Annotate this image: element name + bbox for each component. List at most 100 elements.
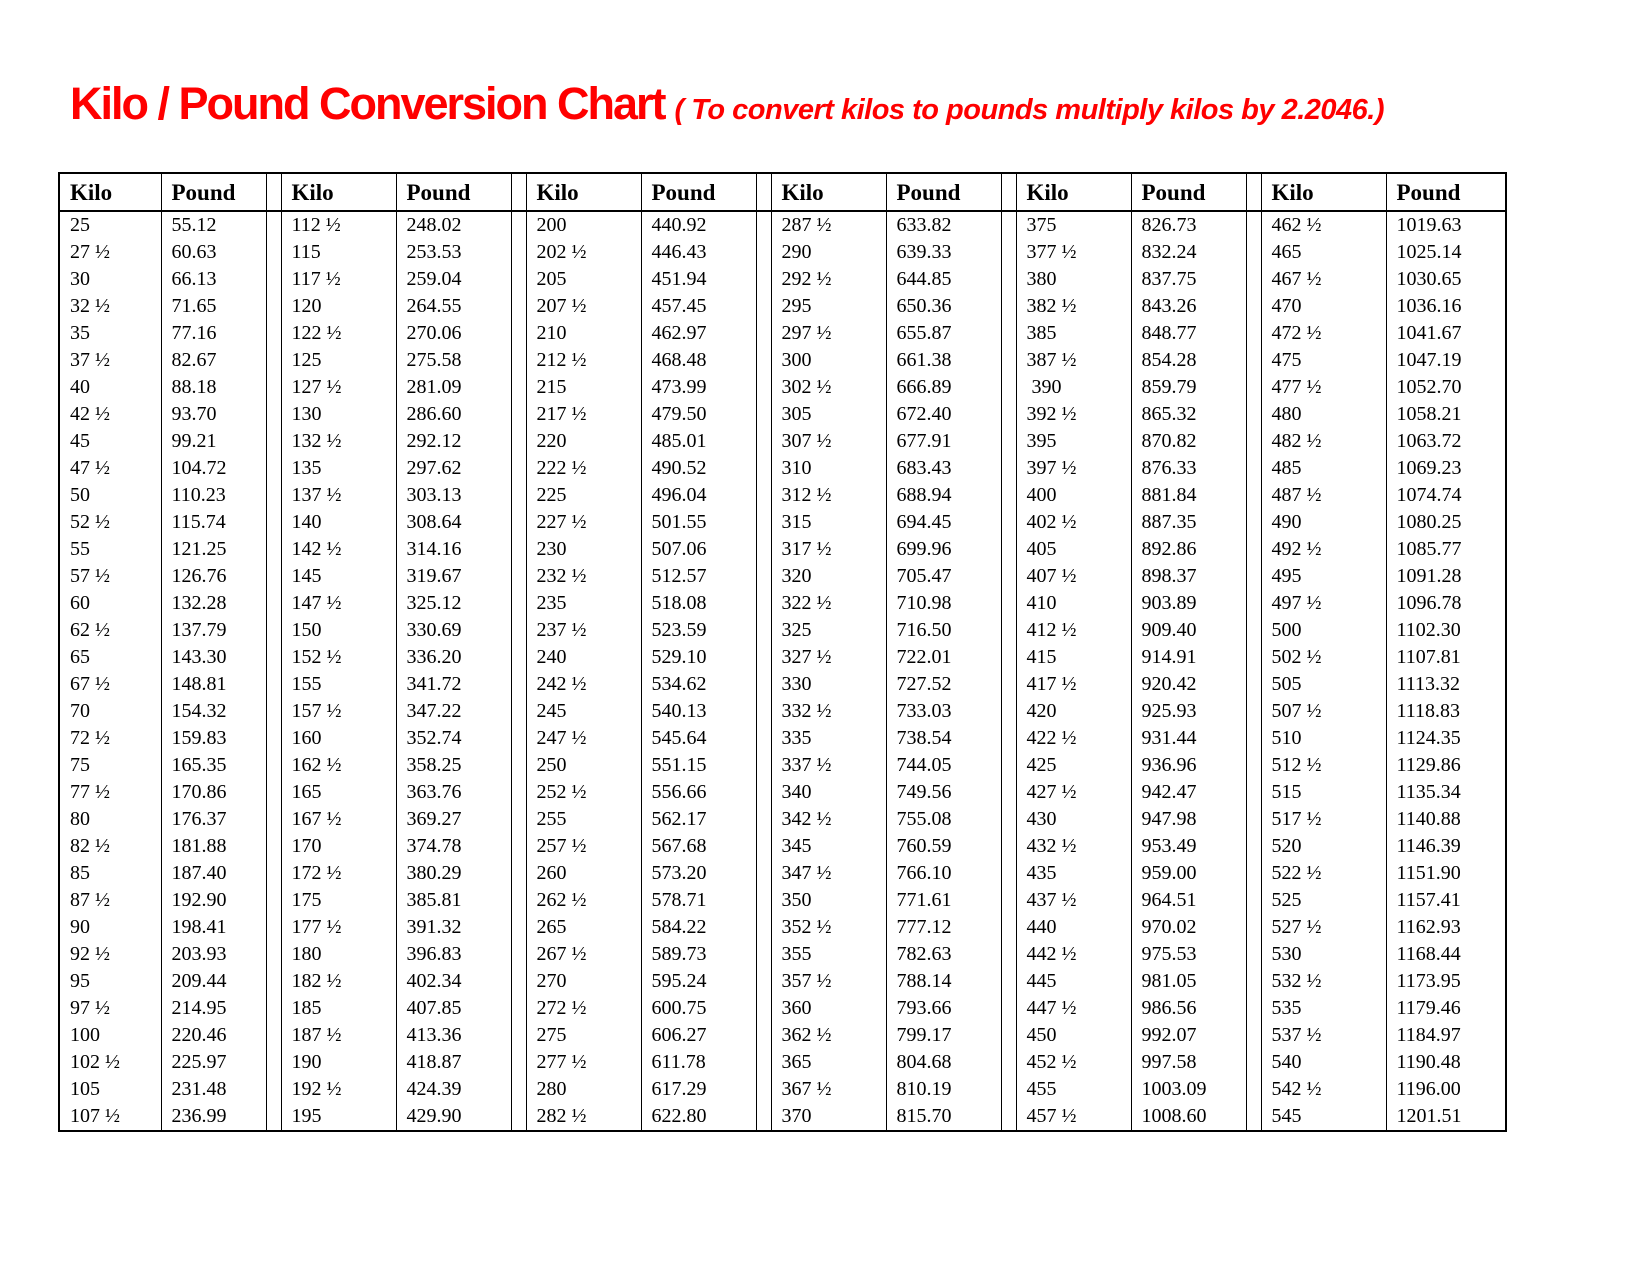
- column-spacer: [755, 644, 772, 671]
- kilo-cell: 222 ½: [525, 455, 641, 482]
- kilo-cell: 132 ½: [280, 428, 396, 455]
- kilo-cell: 90: [58, 914, 161, 941]
- pound-cell: 225.97: [160, 1049, 266, 1076]
- pound-cell: 308.64: [395, 509, 511, 536]
- column-spacer: [1000, 293, 1017, 320]
- pound-cell: 716.50: [885, 617, 1001, 644]
- column-spacer: [510, 779, 527, 806]
- kilo-cell: 87 ½: [58, 887, 161, 914]
- pound-cell: 446.43: [640, 239, 756, 266]
- kilo-cell: 242 ½: [525, 671, 641, 698]
- kilo-cell: 317 ½: [770, 536, 886, 563]
- conversion-table: Kilo Pound Kilo Pound Kilo Pound Kilo Po…: [58, 172, 1507, 1132]
- page-title: Kilo / Pound Conversion Chart ( To conve…: [70, 78, 1384, 130]
- pound-cell: 992.07: [1130, 1022, 1246, 1049]
- column-spacer: [1000, 374, 1017, 401]
- kilo-cell: 175: [280, 887, 396, 914]
- pound-cell: 887.35: [1130, 509, 1246, 536]
- pound-cell: 1168.44: [1385, 941, 1506, 968]
- column-spacer: [510, 1076, 527, 1103]
- pound-cell: 275.58: [395, 347, 511, 374]
- pound-cell: 181.88: [160, 833, 266, 860]
- pound-cell: 369.27: [395, 806, 511, 833]
- kilo-cell: 397 ½: [1015, 455, 1131, 482]
- pound-cell: 66.13: [160, 266, 266, 293]
- column-spacer: [1245, 833, 1262, 860]
- column-spacer: [1245, 428, 1262, 455]
- pound-cell: 1063.72: [1385, 428, 1506, 455]
- kilo-cell: 425: [1015, 752, 1131, 779]
- column-spacer: [510, 266, 527, 293]
- pound-cell: 407.85: [395, 995, 511, 1022]
- column-spacer: [1000, 211, 1017, 239]
- column-spacer: [265, 968, 282, 995]
- kilo-cell: 385: [1015, 320, 1131, 347]
- kilo-cell: 92 ½: [58, 941, 161, 968]
- kilo-cell: 527 ½: [1260, 914, 1386, 941]
- kilo-cell: 37 ½: [58, 347, 161, 374]
- table-row: 47 ½ 104.72 135 297.62 222 ½ 490.52 310 683.43 3…: [58, 455, 1506, 482]
- pound-cell: 303.13: [395, 482, 511, 509]
- kilo-cell: 332 ½: [770, 698, 886, 725]
- column-spacer: [510, 428, 527, 455]
- kilo-cell: 290: [770, 239, 886, 266]
- pound-cell: 126.76: [160, 563, 266, 590]
- kilo-cell: 155: [280, 671, 396, 698]
- pound-cell: 826.73: [1130, 211, 1246, 239]
- kilo-cell: 345: [770, 833, 886, 860]
- kilo-cell: 387 ½: [1015, 347, 1131, 374]
- column-spacer: [755, 211, 772, 239]
- column-spacer: [1245, 347, 1262, 374]
- column-header-pound: Pound: [1385, 173, 1506, 212]
- kilo-cell: 415: [1015, 644, 1131, 671]
- column-spacer: [265, 239, 282, 266]
- pound-cell: 859.79: [1130, 374, 1246, 401]
- kilo-cell: 62 ½: [58, 617, 161, 644]
- kilo-cell: 442 ½: [1015, 941, 1131, 968]
- pound-cell: 1113.32: [1385, 671, 1506, 698]
- column-spacer: [1000, 563, 1017, 590]
- kilo-cell: 375: [1015, 211, 1131, 239]
- table-row: 95 209.44 182 ½ 402.34 270 595.24 357 ½ 788.14 4…: [58, 968, 1506, 995]
- kilo-cell: 477 ½: [1260, 374, 1386, 401]
- kilo-cell: 162 ½: [280, 752, 396, 779]
- column-spacer: [510, 293, 527, 320]
- kilo-cell: 122 ½: [280, 320, 396, 347]
- pound-cell: 633.82: [885, 211, 1001, 239]
- column-spacer: [755, 374, 772, 401]
- kilo-cell: 192 ½: [280, 1076, 396, 1103]
- pound-cell: 209.44: [160, 968, 266, 995]
- pound-cell: 148.81: [160, 671, 266, 698]
- column-spacer: [265, 698, 282, 725]
- pound-cell: 314.16: [395, 536, 511, 563]
- pound-cell: 694.45: [885, 509, 1001, 536]
- kilo-cell: 437 ½: [1015, 887, 1131, 914]
- kilo-cell: 402 ½: [1015, 509, 1131, 536]
- pound-cell: 1179.46: [1385, 995, 1506, 1022]
- pound-cell: 165.35: [160, 752, 266, 779]
- column-spacer: [1000, 428, 1017, 455]
- kilo-cell: 347 ½: [770, 860, 886, 887]
- pound-cell: 1162.93: [1385, 914, 1506, 941]
- pound-cell: 699.96: [885, 536, 1001, 563]
- column-spacer: [265, 266, 282, 293]
- kilo-cell: 395: [1015, 428, 1131, 455]
- kilo-cell: 190: [280, 1049, 396, 1076]
- kilo-cell: 27 ½: [58, 239, 161, 266]
- kilo-cell: 540: [1260, 1049, 1386, 1076]
- pound-cell: 898.37: [1130, 563, 1246, 590]
- kilo-cell: 267 ½: [525, 941, 641, 968]
- column-spacer: [265, 725, 282, 752]
- pound-cell: 518.08: [640, 590, 756, 617]
- kilo-cell: 30: [58, 266, 161, 293]
- pound-cell: 1190.48: [1385, 1049, 1506, 1076]
- kilo-cell: 430: [1015, 806, 1131, 833]
- kilo-cell: 432 ½: [1015, 833, 1131, 860]
- column-spacer: [265, 320, 282, 347]
- kilo-cell: 462 ½: [1260, 211, 1386, 239]
- pound-cell: 451.94: [640, 266, 756, 293]
- column-spacer: [510, 536, 527, 563]
- kilo-cell: 522 ½: [1260, 860, 1386, 887]
- column-spacer: [755, 887, 772, 914]
